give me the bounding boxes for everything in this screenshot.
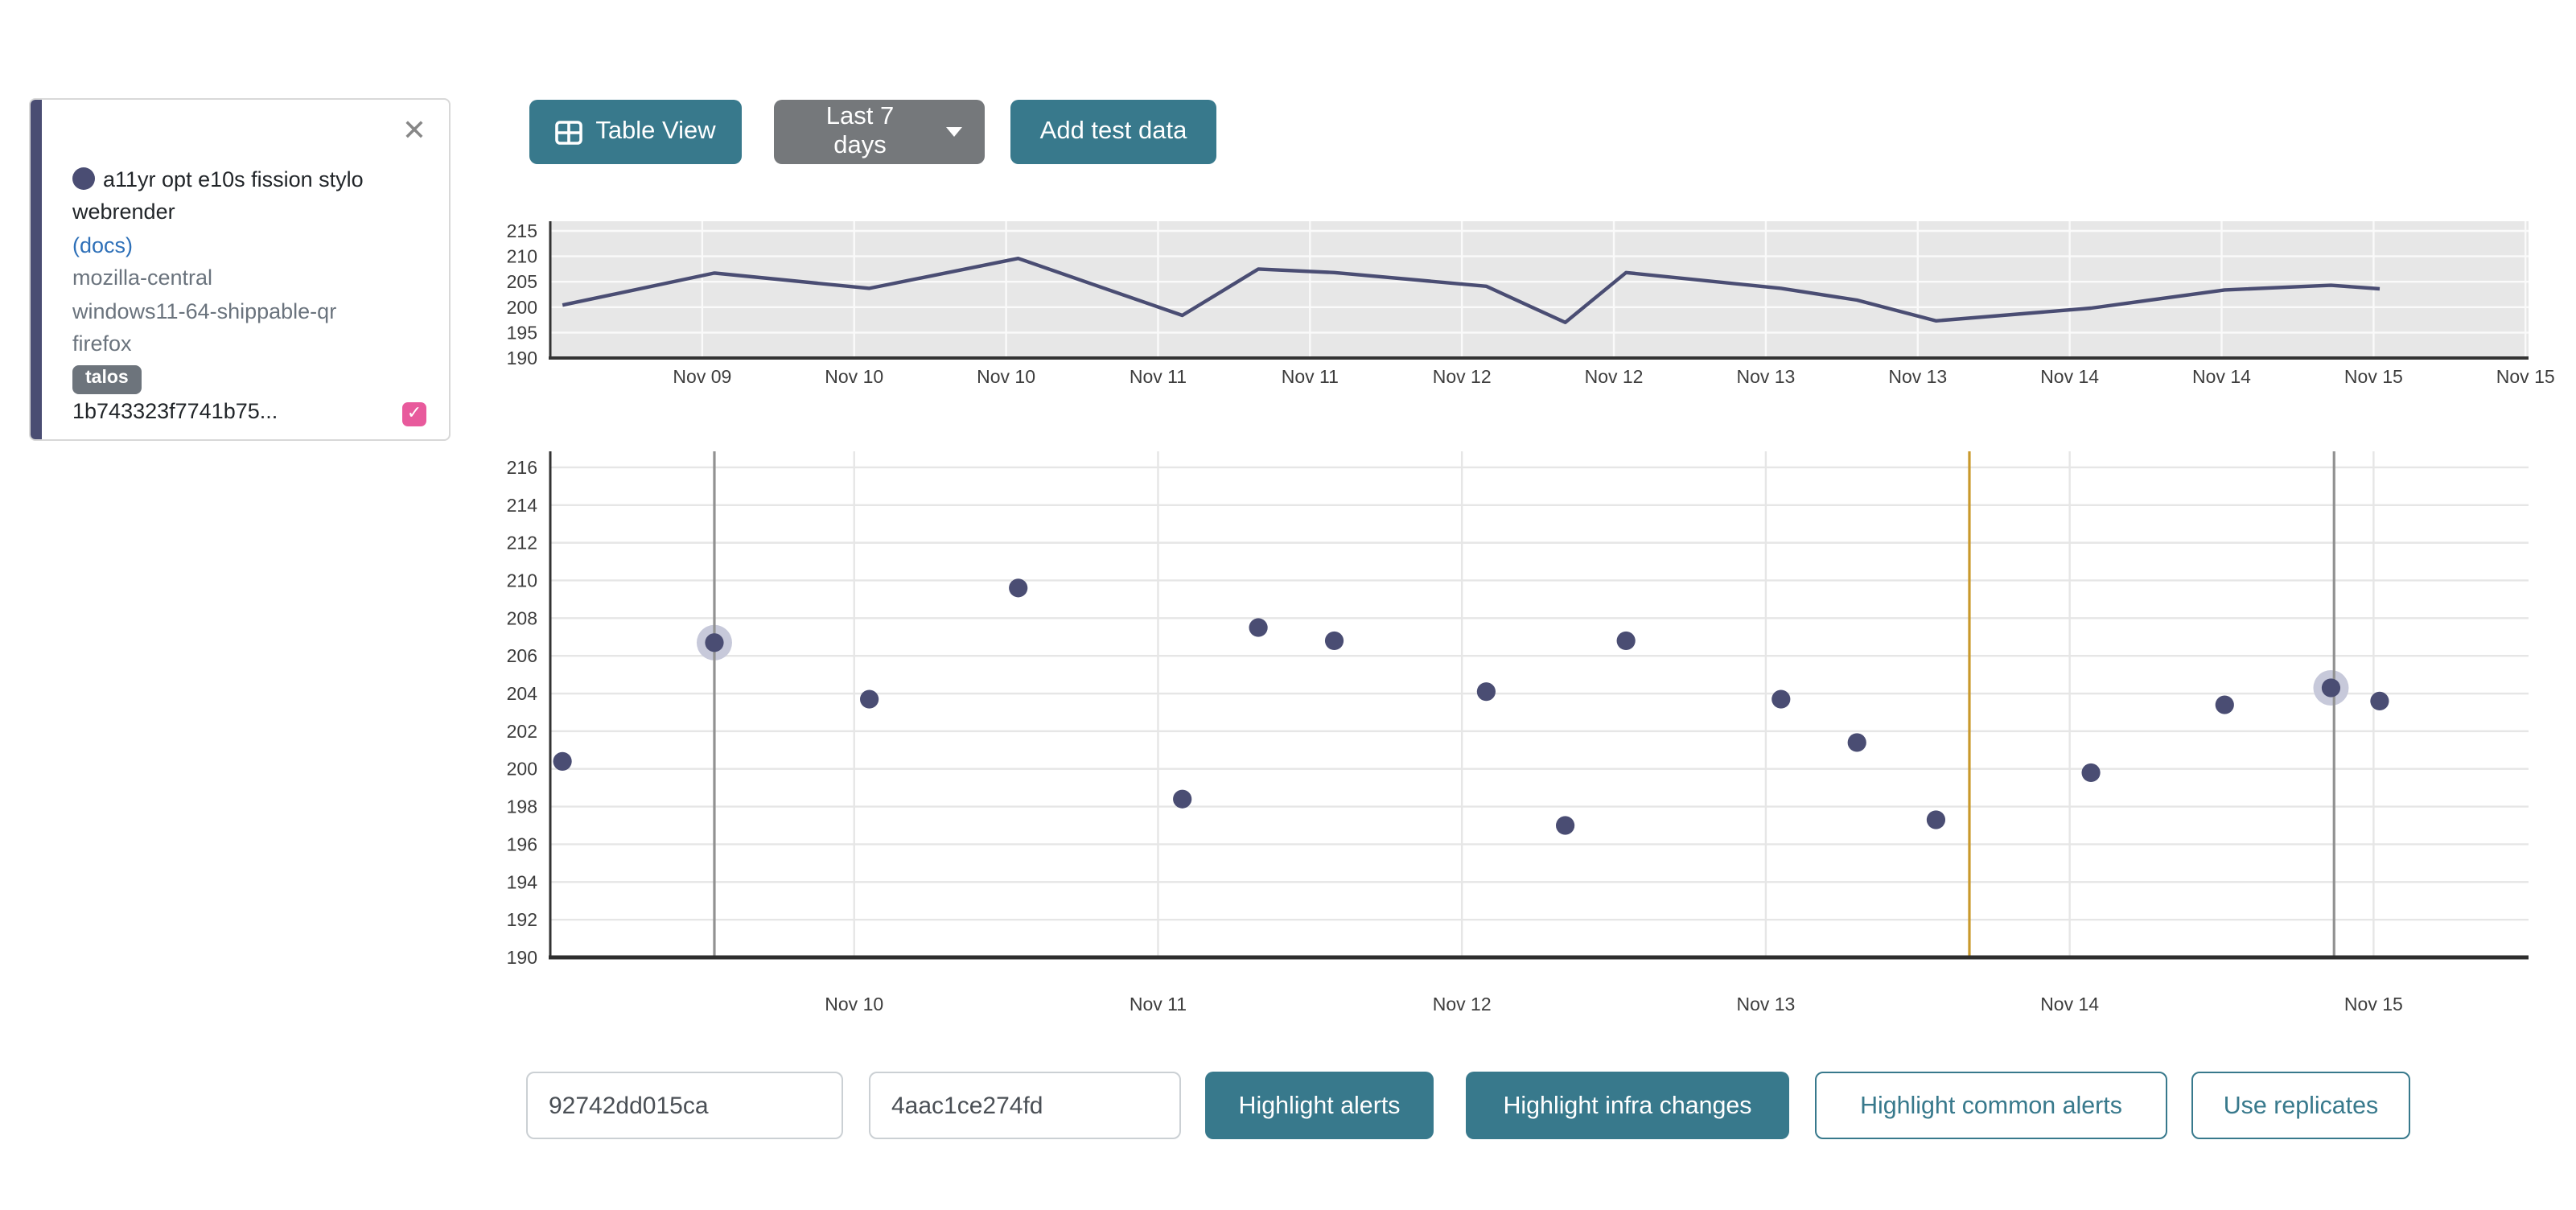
y-tick-label: 215 xyxy=(507,220,537,241)
x-tick-label: Nov 13 xyxy=(1736,366,1795,387)
data-point[interactable] xyxy=(2215,695,2234,714)
data-point[interactable] xyxy=(1556,816,1575,835)
data-point[interactable] xyxy=(860,689,879,709)
y-tick-label: 202 xyxy=(507,721,537,742)
x-tick-label: Nov 13 xyxy=(1736,994,1795,1015)
x-tick-label: Nov 15 xyxy=(2344,366,2403,387)
x-tick-label: Nov 14 xyxy=(2192,366,2251,387)
data-point[interactable] xyxy=(553,751,572,771)
use-replicates-button[interactable]: Use replicates xyxy=(2191,1072,2410,1139)
repository-label: mozilla-central xyxy=(72,265,213,290)
y-tick-label: 192 xyxy=(507,909,537,930)
y-tick-label: 214 xyxy=(507,495,538,516)
y-tick-label: 210 xyxy=(507,246,537,267)
x-tick-label: Nov 09 xyxy=(673,366,731,387)
series-dot-icon xyxy=(72,167,95,190)
revision-input-1[interactable] xyxy=(526,1072,843,1139)
highlight-alerts-button[interactable]: Highlight alerts xyxy=(1205,1072,1434,1139)
table-icon xyxy=(555,120,583,144)
data-point[interactable] xyxy=(1926,810,1946,829)
x-tick-label: Nov 10 xyxy=(825,994,883,1015)
x-tick-label: Nov 10 xyxy=(977,366,1035,387)
y-tick-label: 198 xyxy=(507,796,537,817)
data-point[interactable] xyxy=(2321,678,2341,698)
x-tick-label: Nov 14 xyxy=(2040,366,2099,387)
application-label: firefox xyxy=(72,331,132,356)
test-title-label: a11yr opt e10s fission stylo webrender xyxy=(72,167,364,224)
y-tick-label: 200 xyxy=(507,759,537,780)
platform-label: windows11-64-shippable-qr xyxy=(72,298,337,323)
data-point[interactable] xyxy=(1324,631,1344,651)
test-title: a11yr opt e10s fission stylo webrender xyxy=(72,164,426,230)
data-point[interactable] xyxy=(705,633,724,652)
highlight-common-alerts-button[interactable]: Highlight common alerts xyxy=(1815,1072,2167,1139)
data-point[interactable] xyxy=(1173,789,1192,809)
data-point[interactable] xyxy=(2370,691,2389,711)
add-test-data-label: Add test data xyxy=(1039,117,1187,145)
data-point[interactable] xyxy=(2081,763,2101,783)
y-tick-label: 205 xyxy=(507,271,537,292)
x-tick-label: Nov 15 xyxy=(2496,366,2555,387)
y-tick-label: 216 xyxy=(507,457,537,478)
test-legend-card: ✕ a11yr opt e10s fission stylo webrender… xyxy=(29,98,451,441)
y-tick-label: 206 xyxy=(507,645,537,666)
overview-series-line xyxy=(562,257,2381,324)
x-tick-label: Nov 11 xyxy=(1130,994,1187,1015)
data-point[interactable] xyxy=(1009,578,1028,598)
data-point[interactable] xyxy=(1249,618,1268,637)
data-point[interactable] xyxy=(1772,689,1791,709)
data-point[interactable] xyxy=(1847,733,1866,752)
data-point[interactable] xyxy=(1616,631,1636,651)
revision-input-2[interactable] xyxy=(869,1072,1181,1139)
time-range-label: Last 7 days xyxy=(825,103,895,159)
table-view-label: Table View xyxy=(595,117,716,145)
y-tick-label: 212 xyxy=(507,533,537,554)
series-color-bar xyxy=(31,100,42,439)
highlight-infra-changes-button[interactable]: Highlight infra changes xyxy=(1466,1072,1789,1139)
x-tick-label: Nov 11 xyxy=(1130,366,1187,387)
x-tick-label: Nov 10 xyxy=(825,366,883,387)
y-tick-label: 190 xyxy=(507,947,537,968)
y-tick-label: 190 xyxy=(507,348,537,368)
y-tick-label: 195 xyxy=(507,322,537,343)
x-tick-label: Nov 15 xyxy=(2344,994,2403,1015)
close-icon[interactable]: ✕ xyxy=(399,113,430,148)
time-range-dropdown[interactable]: Last 7 days xyxy=(774,100,985,164)
overview-chart[interactable]: 190 195 200 205 210 215 Nov 09 Nov 10 Nov 10 Nov … xyxy=(483,209,2558,405)
add-test-data-button[interactable]: Add test data xyxy=(1010,100,1216,164)
y-tick-label: 200 xyxy=(507,297,537,318)
main-scatter-chart[interactable]: 190 192 194 196 198 200 202 204 206 208 210 212 214 2… xyxy=(483,434,2576,1033)
series-visible-checkbox[interactable]: ✓ xyxy=(402,402,426,427)
y-tick-label: 204 xyxy=(507,683,538,704)
y-tick-label: 194 xyxy=(507,871,538,892)
caret-down-icon xyxy=(946,127,962,137)
y-tick-label: 196 xyxy=(507,833,537,854)
x-tick-label: Nov 12 xyxy=(1433,366,1492,387)
x-tick-label: Nov 14 xyxy=(2040,994,2099,1015)
x-tick-label: Nov 13 xyxy=(1888,366,1947,387)
data-point[interactable] xyxy=(1476,682,1496,702)
x-tick-label: Nov 11 xyxy=(1282,366,1339,387)
table-view-button[interactable]: Table View xyxy=(529,100,742,164)
x-tick-label: Nov 12 xyxy=(1433,994,1492,1015)
docs-link[interactable]: (docs) xyxy=(72,233,134,257)
framework-badge: talos xyxy=(72,365,142,395)
overview-plot-background xyxy=(550,221,2529,358)
revision-label: 1b743323f7741b75... xyxy=(72,399,278,424)
y-tick-label: 210 xyxy=(507,570,537,591)
y-tick-label: 208 xyxy=(507,607,537,628)
x-tick-label: Nov 12 xyxy=(1585,366,1644,387)
